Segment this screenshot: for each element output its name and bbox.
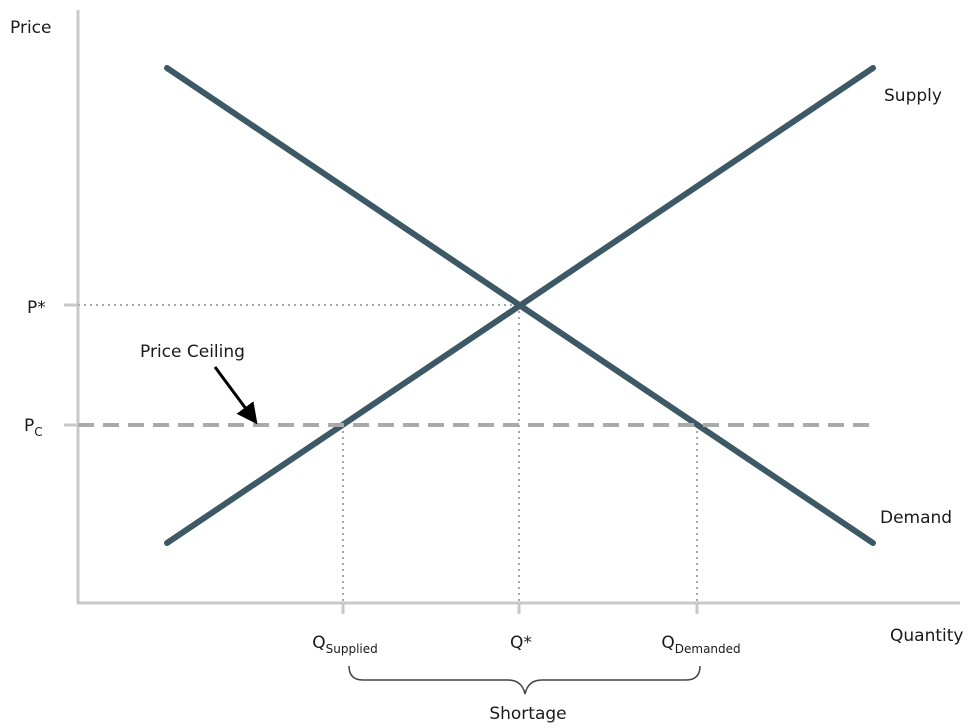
q-star-label: Q* xyxy=(510,633,532,653)
y-axis-label: Price xyxy=(10,18,51,38)
q-demanded-label-main: Q xyxy=(661,633,674,653)
supply-label: Supply xyxy=(884,86,942,106)
price-ceiling-arrow xyxy=(213,366,258,425)
shortage-label: Shortage xyxy=(489,704,566,723)
q-demanded-label: QDemanded xyxy=(661,633,740,656)
pc-label: PC xyxy=(24,416,43,439)
q-demanded-label-subscript: Demanded xyxy=(675,642,741,656)
shortage-brace xyxy=(348,665,701,695)
q-supplied-label-main: Q xyxy=(312,633,325,653)
pc-label-subscript: C xyxy=(34,425,42,439)
price-ceiling-callout: Price Ceiling xyxy=(140,342,245,362)
q-supplied-label: QSupplied xyxy=(312,633,378,656)
pc-label-main: P xyxy=(24,416,34,436)
p-star-label: P* xyxy=(27,298,46,318)
demand-label: Demand xyxy=(880,508,952,528)
x-axis-label: Quantity xyxy=(890,626,963,646)
q-supplied-label-subscript: Supplied xyxy=(326,642,378,656)
supply-curve xyxy=(164,65,876,546)
